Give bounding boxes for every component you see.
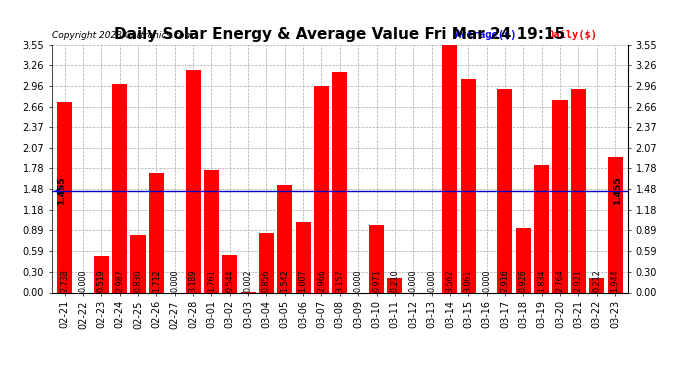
Bar: [534, 165, 549, 292]
Bar: [497, 89, 513, 292]
Text: 0.000: 0.000: [408, 269, 417, 292]
Text: 0.000: 0.000: [354, 269, 363, 292]
Bar: [387, 278, 402, 292]
Bar: [461, 79, 476, 292]
Text: 0.544: 0.544: [225, 269, 234, 292]
Text: 1.834: 1.834: [537, 269, 546, 292]
Text: 0.000: 0.000: [482, 269, 491, 292]
Text: 0.210: 0.210: [391, 269, 400, 292]
Text: 0.000: 0.000: [170, 269, 179, 292]
Bar: [314, 86, 329, 292]
Text: 2.764: 2.764: [555, 269, 564, 292]
Text: 2.921: 2.921: [574, 269, 583, 292]
Text: 0.519: 0.519: [97, 269, 106, 292]
Text: 1.455: 1.455: [57, 177, 66, 205]
Text: Average($): Average($): [455, 30, 518, 40]
Text: 1.944: 1.944: [611, 269, 620, 292]
Bar: [222, 255, 237, 292]
Text: 0.971: 0.971: [372, 269, 381, 292]
Bar: [112, 84, 127, 292]
Bar: [295, 222, 310, 292]
Text: 0.002: 0.002: [244, 269, 253, 292]
Text: 0.000: 0.000: [427, 269, 436, 292]
Text: 0.926: 0.926: [519, 269, 528, 292]
Text: 0.856: 0.856: [262, 269, 271, 292]
Text: 1.007: 1.007: [299, 269, 308, 292]
Bar: [57, 102, 72, 292]
Text: 2.987: 2.987: [115, 269, 124, 292]
Bar: [94, 256, 109, 292]
Text: 1.455: 1.455: [613, 177, 622, 205]
Bar: [571, 89, 586, 292]
Bar: [204, 170, 219, 292]
Text: 3.157: 3.157: [335, 269, 344, 292]
Bar: [589, 278, 604, 292]
Text: 1.761: 1.761: [207, 269, 216, 292]
Bar: [333, 72, 347, 292]
Text: 3.562: 3.562: [446, 269, 455, 292]
Text: Daily($): Daily($): [547, 30, 598, 40]
Text: 0.830: 0.830: [133, 269, 143, 292]
Bar: [130, 235, 146, 292]
Bar: [516, 228, 531, 292]
Bar: [442, 44, 457, 292]
Text: Copyright 2023 Cartronics.com: Copyright 2023 Cartronics.com: [52, 31, 193, 40]
Title: Daily Solar Energy & Average Value Fri Mar 24 19:15: Daily Solar Energy & Average Value Fri M…: [115, 27, 565, 42]
Bar: [277, 185, 293, 292]
Text: 1.712: 1.712: [152, 269, 161, 292]
Bar: [149, 173, 164, 292]
Text: 3.061: 3.061: [464, 269, 473, 292]
Bar: [607, 157, 622, 292]
Bar: [259, 233, 274, 292]
Text: 0.212: 0.212: [592, 269, 601, 292]
Bar: [553, 100, 568, 292]
Text: 2.738: 2.738: [60, 269, 69, 292]
Text: 1.542: 1.542: [280, 269, 289, 292]
Bar: [186, 70, 201, 292]
Text: 2.966: 2.966: [317, 269, 326, 292]
Text: 2.916: 2.916: [500, 269, 509, 292]
Bar: [369, 225, 384, 292]
Text: 0.000: 0.000: [79, 269, 88, 292]
Text: 3.189: 3.189: [188, 269, 197, 292]
